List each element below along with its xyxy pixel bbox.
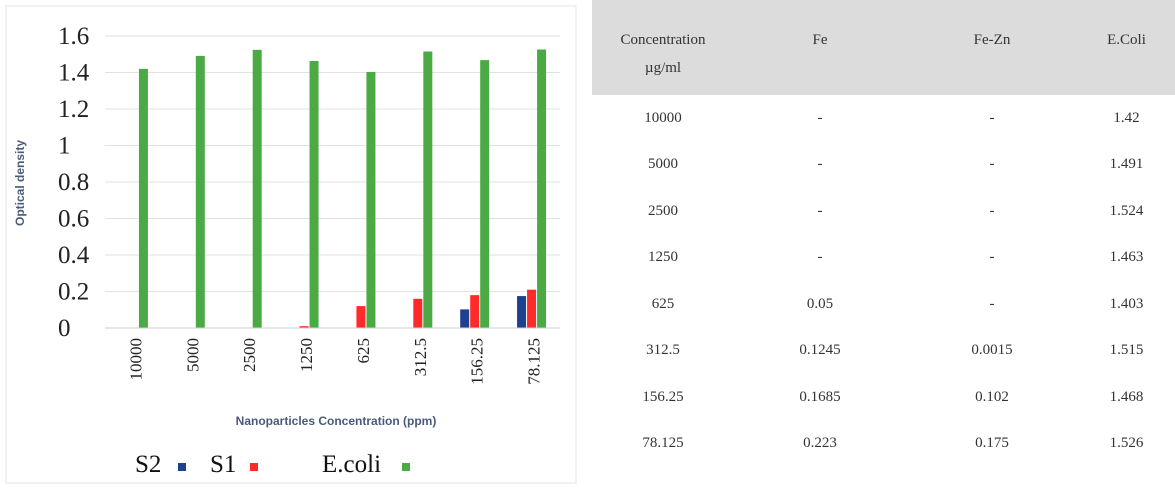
header-concentration: Concentration µg/ml	[592, 0, 734, 95]
data-table: Concentration µg/ml Fe Fe-Zn E.Coli 1000…	[592, 0, 1175, 467]
table-cell: 1.463	[1109, 249, 1144, 266]
bar-e-coli	[423, 51, 433, 328]
table-cell: -	[989, 156, 995, 173]
table-cell: 625	[651, 295, 675, 312]
table-cell: 0.05	[806, 295, 834, 312]
y-tick-label: 0.2	[58, 279, 89, 306]
bar-s2	[460, 309, 470, 328]
table-cell: 78.125	[642, 435, 684, 452]
y-tick-label: 1.6	[58, 23, 89, 50]
bar-s1	[527, 289, 537, 328]
x-tick-label: 78.125	[525, 338, 544, 385]
table-cell: 10000	[644, 109, 682, 126]
table-cell: -	[989, 295, 995, 312]
table-row: 312.5 0.1245 0.0015 1.515	[592, 328, 1175, 375]
y-tick-label: 1.4	[58, 60, 90, 87]
bar-e-coli	[138, 68, 148, 328]
table-cell: 0.223	[803, 435, 837, 452]
table-cell: -	[817, 156, 823, 173]
table-cell: 0.1685	[799, 388, 841, 405]
x-tick-label: 1250	[297, 338, 316, 372]
bar-e-coli	[480, 60, 490, 329]
chart-svg: 1.6 1.4 1.2 1 0.8 0.6 0.4 0.2 0 Optical density 10…	[5, 5, 577, 484]
bar-chart: 1.6 1.4 1.2 1 0.8 0.6 0.4 0.2 0 Optical density 10…	[0, 0, 582, 489]
y-tick-label: 0.8	[58, 169, 89, 196]
x-tick-label: 625	[354, 338, 373, 364]
header-concentration-label: Concentration	[620, 32, 706, 48]
legend-marker	[402, 463, 410, 471]
x-axis-label: Nanoparticles Concentration (ppm)	[236, 414, 437, 428]
table-cell: -	[817, 202, 823, 219]
x-tick-label: 312.5	[411, 338, 430, 376]
bar-e-coli	[366, 71, 376, 328]
table-cell: 0.1245	[799, 342, 841, 359]
table-cell: 1.526	[1109, 435, 1144, 452]
table-cell: 1.468	[1109, 388, 1144, 405]
legend-label: S2	[135, 451, 161, 478]
table-cell: 2500	[648, 202, 678, 219]
header-fe-zn: Fe-Zn	[973, 32, 1011, 48]
table-row: 78.125 0.223 0.175 1.526	[592, 421, 1175, 468]
y-tick-label: 1	[58, 133, 71, 160]
table-row: 10000 - - 1.42	[592, 95, 1175, 142]
header-fe: Fe	[812, 32, 828, 48]
table-header-row: Concentration µg/ml Fe Fe-Zn E.Coli	[592, 0, 1175, 95]
table-cell: 1.42	[1113, 109, 1140, 126]
bar-e-coli	[537, 49, 547, 328]
x-tick-label: 10000	[126, 338, 145, 381]
bar-s1	[356, 306, 366, 328]
table-cell: 0.0015	[971, 342, 1013, 359]
table-row: 625 0.05 - 1.403	[592, 281, 1175, 328]
table-cell: 1.524	[1109, 202, 1144, 219]
legend-marker	[178, 463, 186, 471]
bar-e-coli	[252, 49, 262, 329]
table-cell: 0.102	[975, 388, 1009, 405]
y-tick-label: 0	[58, 315, 71, 342]
y-tick-label: 0.6	[58, 206, 89, 233]
header-unit: µg/ml	[644, 60, 682, 76]
legend-label: S1	[210, 451, 236, 478]
y-tick-label: 1.2	[58, 96, 89, 123]
y-axis-label: Optical density	[13, 140, 27, 226]
x-tick-label: 156.25	[468, 338, 487, 385]
bar-s2	[517, 296, 527, 328]
table-cell: 0.175	[975, 435, 1009, 452]
table-cell: 1.403	[1109, 295, 1144, 312]
table-cell: -	[989, 249, 995, 266]
table-row: 156.25 0.1685 0.102 1.468	[592, 374, 1175, 421]
x-tick-label: 2500	[240, 338, 259, 372]
table-cell: -	[817, 249, 823, 266]
header-ecoli: E.Coli	[1107, 32, 1146, 48]
legend-marker	[250, 463, 258, 471]
table-cell: -	[989, 109, 995, 126]
table-body: 10000- -1.42 5000- -1.491 2500- -1.524 1250- -1…	[592, 95, 1175, 467]
data-table-panel: Concentration µg/ml Fe Fe-Zn E.Coli 1000…	[592, 0, 1175, 489]
bar-e-coli	[195, 55, 205, 329]
table-cell: 312.5	[646, 342, 680, 359]
x-tick-label: 5000	[183, 338, 202, 372]
bar-s1	[413, 298, 423, 328]
table-row: 2500 - - 1.524	[592, 188, 1175, 235]
legend-label: E.coli	[322, 451, 381, 478]
table-cell: -	[989, 202, 995, 219]
bar-s1	[299, 326, 309, 328]
table-row: 5000 - - 1.491	[592, 142, 1175, 189]
table-cell: -	[817, 109, 823, 126]
table-cell: 1.515	[1109, 342, 1144, 359]
y-tick-label: 0.4	[58, 242, 90, 269]
table-cell: 156.25	[642, 388, 684, 405]
chart-frame	[5, 5, 577, 484]
table-cell: 1250	[648, 249, 678, 266]
bar-e-coli	[309, 61, 319, 328]
bar-s1	[470, 295, 480, 328]
table-cell: 1.491	[1109, 156, 1144, 173]
table-row: 1250 - - 1.463	[592, 235, 1175, 282]
table-cell: 5000	[648, 156, 678, 173]
